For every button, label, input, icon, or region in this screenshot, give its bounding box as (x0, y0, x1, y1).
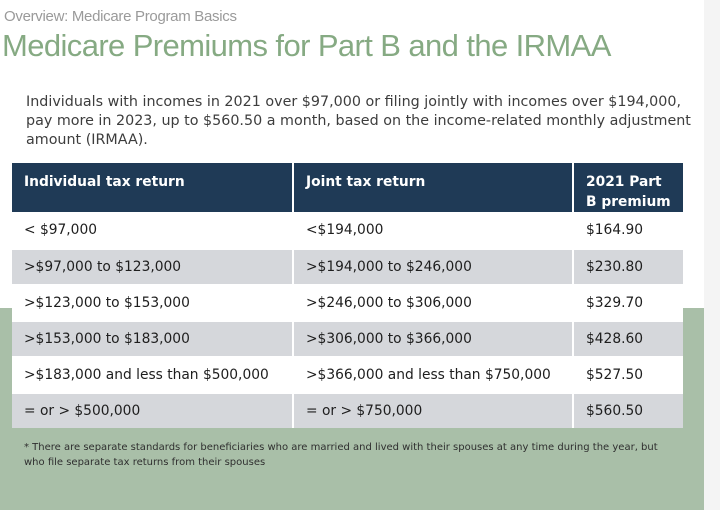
cell-joint: <$194,000 (292, 212, 572, 248)
table-row: >$153,000 to $183,000 >$306,000 to $366,… (12, 320, 683, 356)
cell-premium: $164.90 (572, 212, 683, 248)
header-individual: Individual tax return (12, 163, 292, 212)
cell-individual: < $97,000 (12, 212, 292, 248)
table-row: >$123,000 to $153,000 >$246,000 to $306,… (12, 284, 683, 320)
table-row: < $97,000 <$194,000 $164.90 (12, 212, 683, 248)
premium-table: Individual tax return Joint tax return 2… (12, 163, 683, 428)
cell-premium: $230.80 (572, 248, 683, 284)
cell-premium: $527.50 (572, 356, 683, 392)
header-premium: 2021 Part B premium (572, 163, 683, 212)
table-row: >$183,000 and less than $500,000 >$366,0… (12, 356, 683, 392)
intro-paragraph: Individuals with incomes in 2021 over $9… (26, 94, 691, 148)
cell-premium: $560.50 (572, 392, 683, 428)
cell-individual: >$97,000 to $123,000 (12, 248, 292, 284)
cell-joint: >$366,000 and less than $750,000 (292, 356, 572, 392)
section-kicker: Overview: Medicare Program Basics (4, 8, 237, 25)
table-row: >$97,000 to $123,000 >$194,000 to $246,0… (12, 248, 683, 284)
cell-premium: $329.70 (572, 284, 683, 320)
slide-title: Medicare Premiums for Part B and the IRM… (2, 28, 611, 63)
cell-premium: $428.60 (572, 320, 683, 356)
table-header-row: Individual tax return Joint tax return 2… (12, 163, 683, 212)
footnote: * There are separate standards for benef… (24, 442, 658, 468)
cell-individual: >$183,000 and less than $500,000 (12, 356, 292, 392)
cell-joint: = or > $750,000 (292, 392, 572, 428)
cell-individual: >$153,000 to $183,000 (12, 320, 292, 356)
cell-individual: >$123,000 to $153,000 (12, 284, 292, 320)
cell-joint: >$306,000 to $366,000 (292, 320, 572, 356)
cell-joint: >$194,000 to $246,000 (292, 248, 572, 284)
header-joint: Joint tax return (292, 163, 572, 212)
cell-joint: >$246,000 to $306,000 (292, 284, 572, 320)
cell-individual: = or > $500,000 (12, 392, 292, 428)
slide-edge (704, 0, 720, 510)
table-row: = or > $500,000 = or > $750,000 $560.50 (12, 392, 683, 428)
